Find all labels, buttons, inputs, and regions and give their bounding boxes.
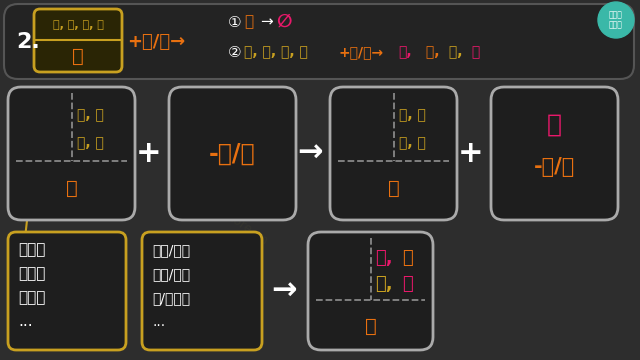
FancyBboxPatch shape [330, 87, 457, 220]
Text: ㅎ,: ㅎ, [421, 45, 440, 59]
Text: ㅎ: ㅎ [66, 179, 77, 198]
FancyBboxPatch shape [8, 232, 126, 350]
FancyBboxPatch shape [169, 87, 296, 220]
Text: 코리안: 코리안 [609, 21, 623, 30]
Text: ㅎ: ㅎ [403, 249, 413, 267]
Text: ㄱ, ㅋ, ㄲ, ㅋ: ㄱ, ㅋ, ㄲ, ㅋ [244, 45, 308, 59]
Text: 았/었어요: 았/었어요 [152, 291, 190, 305]
Circle shape [598, 2, 634, 38]
Text: 그렇다: 그렇다 [18, 291, 45, 306]
Text: ㄱ, ㅋ: ㄱ, ㅋ [399, 108, 426, 122]
Text: ㄱ, ㅋ, ㄲ, ㅋ: ㄱ, ㅋ, ㄲ, ㅋ [52, 20, 104, 30]
Text: ㄲ,: ㄲ, [376, 275, 393, 293]
FancyBboxPatch shape [142, 232, 262, 350]
FancyBboxPatch shape [8, 87, 135, 220]
Text: ㅎ,: ㅎ, [376, 249, 393, 267]
Text: ∅: ∅ [276, 13, 291, 31]
Text: 2.: 2. [16, 32, 40, 52]
Text: ㅎ: ㅎ [365, 317, 376, 336]
Text: →: → [297, 139, 323, 168]
Text: ㅎ: ㅎ [388, 179, 399, 198]
Text: ㄲ, ㅋ: ㄲ, ㅋ [399, 136, 426, 150]
Text: →: → [260, 14, 273, 30]
FancyBboxPatch shape [308, 232, 433, 350]
Text: ㅎ: ㅎ [244, 14, 253, 30]
Text: 베이직: 베이직 [609, 10, 623, 19]
Text: ...: ... [18, 315, 33, 329]
Text: 하얗다: 하얗다 [18, 243, 45, 257]
Text: ㅎ: ㅎ [72, 46, 84, 66]
Text: ②: ② [228, 45, 242, 59]
Text: ㅋ: ㅋ [467, 45, 480, 59]
Text: ㅣ: ㅣ [547, 113, 562, 137]
Text: ㄲ,: ㄲ, [444, 45, 463, 59]
Text: +아/어→: +아/어→ [127, 33, 185, 51]
Text: 아서/어서: 아서/어서 [152, 267, 190, 281]
Text: +: + [136, 139, 162, 168]
Text: ㅋ: ㅋ [403, 275, 413, 293]
Text: +아/어→: +아/어→ [338, 45, 383, 59]
Text: 아요/어요: 아요/어요 [152, 243, 190, 257]
Text: 빨갛다: 빨갛다 [18, 266, 45, 282]
Text: +: + [458, 139, 484, 168]
Text: ㄱ, ㅋ: ㄱ, ㅋ [77, 108, 104, 122]
Text: -아/어: -아/어 [209, 141, 256, 166]
FancyBboxPatch shape [4, 4, 634, 79]
FancyBboxPatch shape [491, 87, 618, 220]
Text: →: → [271, 276, 297, 306]
Text: ㅎ,: ㅎ, [398, 45, 412, 59]
Text: ①: ① [228, 14, 242, 30]
Text: ㄲ, ㅋ: ㄲ, ㅋ [77, 136, 104, 150]
Text: -아/어: -아/어 [534, 157, 575, 177]
Text: www.basickore an: www.basickore an [170, 172, 270, 248]
FancyBboxPatch shape [34, 9, 122, 72]
Text: ...: ... [152, 315, 165, 329]
